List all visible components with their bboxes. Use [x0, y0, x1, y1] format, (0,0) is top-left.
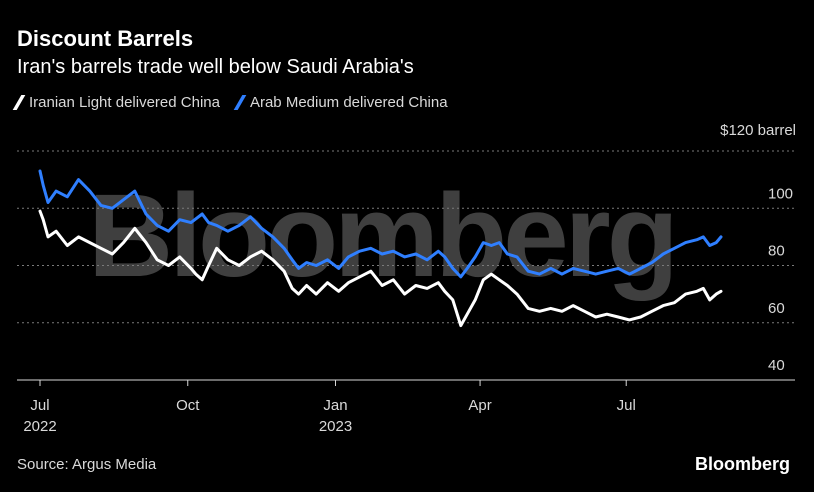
legend-item-iranian-light: Iranian Light delivered China [12, 94, 220, 111]
legend-item-arab-medium: Arab Medium delivered China [233, 94, 448, 111]
legend: Iranian Light delivered China Arab Mediu… [12, 94, 466, 111]
y-tick-label-100: 100 [768, 185, 793, 202]
y-tick-label-80: 80 [768, 243, 785, 260]
bloomberg-logo: Bloomberg [694, 454, 790, 474]
y-tick-label-40: 40 [768, 357, 785, 374]
x-tick-label-2: Jan [323, 397, 347, 414]
x-tick-sublabel-0: 2022 [23, 418, 56, 435]
series-line-iranian-light [38, 209, 723, 328]
y-axis-unit-label: $120 barrel [720, 122, 796, 139]
x-tick-sublabel-2: 2023 [319, 418, 352, 435]
legend-label-arab-medium: Arab Medium delivered China [249, 94, 448, 111]
y-tick-label-60: 60 [768, 300, 785, 317]
bloomberg-watermark: Bloomberg [88, 170, 679, 302]
x-tick-label-4: Jul [617, 397, 636, 414]
x-tick-label-0: Jul [30, 397, 49, 414]
x-tick-label-3: Apr [468, 397, 491, 414]
chart-title: Discount Barrels [17, 26, 194, 51]
source-note: Source: Argus Media [17, 456, 157, 473]
chart-subtitle: Iran's barrels trade well below Saudi Ar… [17, 56, 414, 78]
legend-label-iranian-light: Iranian Light delivered China [29, 94, 220, 111]
series-line-arab-medium [38, 169, 723, 279]
x-tick-label-1: Oct [176, 397, 200, 414]
